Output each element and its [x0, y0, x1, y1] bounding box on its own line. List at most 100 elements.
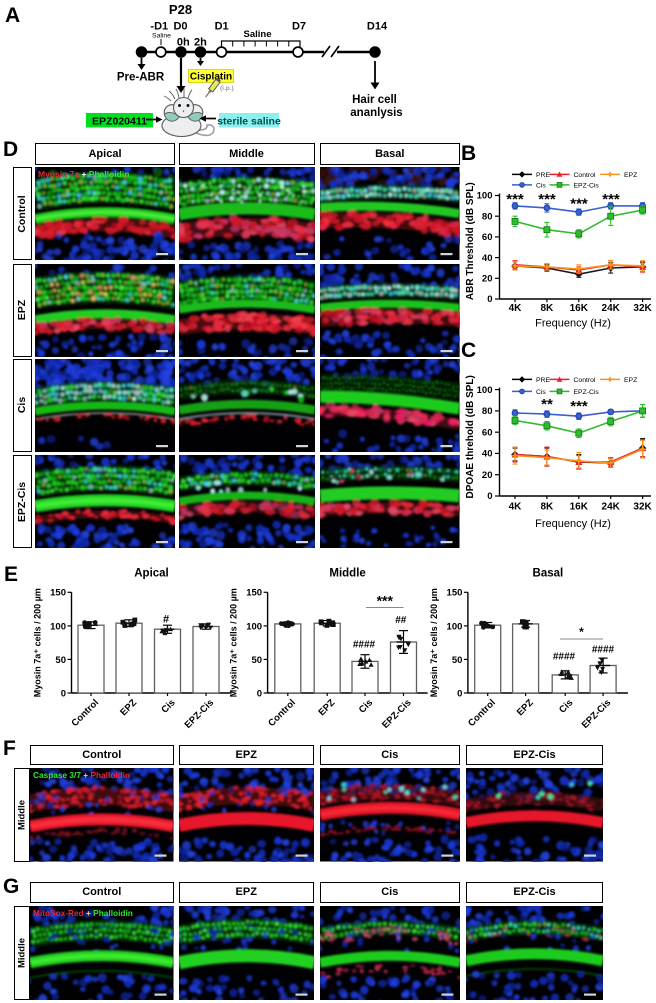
- svg-text:8K: 8K: [541, 303, 555, 314]
- svg-text:Cis: Cis: [536, 389, 546, 396]
- svg-text:***: ***: [377, 593, 394, 609]
- svg-text:####: ####: [353, 639, 376, 650]
- svg-text:8K: 8K: [541, 502, 555, 513]
- svg-text:2h: 2h: [194, 37, 207, 49]
- svg-text:4K: 4K: [509, 303, 523, 314]
- svg-text:32K: 32K: [633, 502, 652, 513]
- svg-text:Control: Control: [574, 377, 596, 384]
- svg-text:**: **: [541, 396, 553, 413]
- svg-text:80: 80: [482, 406, 493, 417]
- svg-text:Caspase 3/7 + Phalloidin: Caspase 3/7 + Phalloidin: [33, 770, 130, 780]
- svg-text:4K: 4K: [509, 502, 523, 513]
- svg-text:Cis: Cis: [536, 182, 546, 189]
- svg-text:EPZ-Cis: EPZ-Cis: [183, 697, 217, 731]
- svg-text:***: ***: [570, 398, 588, 415]
- svg-text:50: 50: [252, 655, 263, 666]
- svg-text:150: 150: [50, 588, 66, 599]
- svg-text:32K: 32K: [633, 303, 652, 314]
- svg-text:0: 0: [61, 688, 66, 699]
- svg-text:Pre-ABR: Pre-ABR: [117, 72, 165, 84]
- svg-text:Saline: Saline: [152, 33, 171, 40]
- svg-text:ananlysis: ananlysis: [350, 107, 402, 119]
- svg-text:16K: 16K: [570, 303, 589, 314]
- svg-text:0: 0: [487, 294, 492, 305]
- svg-text:Hair cell: Hair cell: [352, 94, 397, 106]
- svg-text:Control: Control: [69, 697, 101, 729]
- svg-text:20: 20: [482, 274, 493, 285]
- svg-text:Cisplatin: Cisplatin: [190, 72, 232, 83]
- svg-text:Control: Control: [466, 697, 498, 729]
- svg-text:EPZ: EPZ: [118, 697, 139, 718]
- svg-text:***: ***: [506, 191, 524, 208]
- svg-text:Myosin 7a + Phalloidin: Myosin 7a + Phalloidin: [38, 169, 129, 179]
- svg-text:Basal: Basal: [533, 567, 564, 579]
- svg-text:Apical: Apical: [134, 567, 169, 579]
- svg-text:D14: D14: [367, 21, 388, 33]
- svg-text:60: 60: [482, 427, 493, 438]
- svg-text:D0: D0: [173, 21, 187, 33]
- svg-text:PRE: PRE: [536, 377, 550, 384]
- svg-text:Cis: Cis: [357, 697, 375, 715]
- svg-text:B: B: [461, 142, 476, 165]
- svg-text:C: C: [461, 339, 476, 362]
- svg-text:##: ##: [395, 615, 407, 626]
- svg-text:####: ####: [553, 652, 576, 663]
- svg-text:150: 150: [447, 588, 463, 599]
- svg-text:Control: Control: [266, 697, 298, 729]
- svg-text:0h: 0h: [177, 37, 190, 49]
- svg-text:EPZ: EPZ: [316, 697, 337, 718]
- svg-text:50: 50: [55, 655, 66, 666]
- svg-text:D1: D1: [215, 21, 229, 33]
- svg-text:Myosin 7a⁺ cells / 200 µm: Myosin 7a⁺ cells / 200 µm: [429, 588, 439, 697]
- svg-text:P28: P28: [169, 2, 192, 17]
- svg-text:0: 0: [487, 491, 492, 502]
- svg-text:80: 80: [482, 211, 493, 222]
- svg-text:***: ***: [570, 196, 588, 213]
- svg-text:DPOAE threhold (dB SPL): DPOAE threhold (dB SPL): [465, 375, 476, 498]
- svg-text:Myosin 7a⁺ cells / 200 µm: Myosin 7a⁺ cells / 200 µm: [229, 588, 239, 697]
- svg-text:16K: 16K: [570, 502, 589, 513]
- svg-text:24K: 24K: [602, 303, 621, 314]
- svg-text:####: ####: [592, 645, 615, 656]
- svg-text:(i.p.): (i.p.): [220, 85, 234, 92]
- svg-text:EPZ-Cis: EPZ-Cis: [574, 182, 600, 189]
- svg-text:***: ***: [538, 191, 556, 208]
- svg-text:Myosin 7a⁺ cells / 200 µm: Myosin 7a⁺ cells / 200 µm: [33, 588, 43, 697]
- svg-text:EPZ-Cis: EPZ-Cis: [580, 697, 614, 731]
- svg-text:40: 40: [482, 449, 493, 460]
- svg-text:D7: D7: [292, 21, 306, 33]
- svg-text:Cis: Cis: [159, 697, 177, 715]
- svg-text:ABR Threshold (dB SPL): ABR Threshold (dB SPL): [465, 182, 476, 300]
- svg-text:*: *: [579, 625, 584, 639]
- svg-text:EPZ: EPZ: [515, 697, 536, 718]
- svg-text:Middle: Middle: [329, 567, 365, 579]
- svg-text:EPZ-Cis: EPZ-Cis: [574, 389, 600, 396]
- svg-text:0: 0: [257, 688, 262, 699]
- svg-text:PRE: PRE: [536, 172, 550, 179]
- svg-text:EPZ: EPZ: [624, 377, 637, 384]
- svg-text:150: 150: [246, 588, 262, 599]
- svg-text:A: A: [5, 4, 20, 27]
- svg-text:100: 100: [447, 621, 463, 632]
- svg-text:#: #: [163, 614, 169, 626]
- svg-text:0: 0: [457, 688, 462, 699]
- svg-text:E: E: [4, 563, 18, 586]
- svg-text:50: 50: [452, 655, 463, 666]
- svg-text:100: 100: [477, 191, 493, 202]
- svg-text:40: 40: [482, 253, 493, 264]
- svg-text:EPZ020411: EPZ020411: [92, 116, 147, 128]
- svg-text:100: 100: [246, 621, 262, 632]
- svg-text:EPZ-Cis: EPZ-Cis: [380, 697, 414, 731]
- svg-text:60: 60: [482, 232, 493, 243]
- svg-text:Saline: Saline: [244, 29, 272, 40]
- svg-text:Control: Control: [574, 172, 596, 179]
- svg-text:Frequency (Hz): Frequency (Hz): [535, 518, 611, 530]
- svg-text:20: 20: [482, 470, 493, 481]
- svg-text:EPZ: EPZ: [624, 172, 637, 179]
- svg-text:sterile saline: sterile saline: [217, 116, 281, 128]
- svg-text:100: 100: [477, 385, 493, 396]
- svg-text:100: 100: [50, 621, 66, 632]
- svg-text:-D1: -D1: [150, 21, 168, 33]
- svg-text:***: ***: [602, 191, 620, 208]
- svg-text:Cis: Cis: [557, 697, 575, 715]
